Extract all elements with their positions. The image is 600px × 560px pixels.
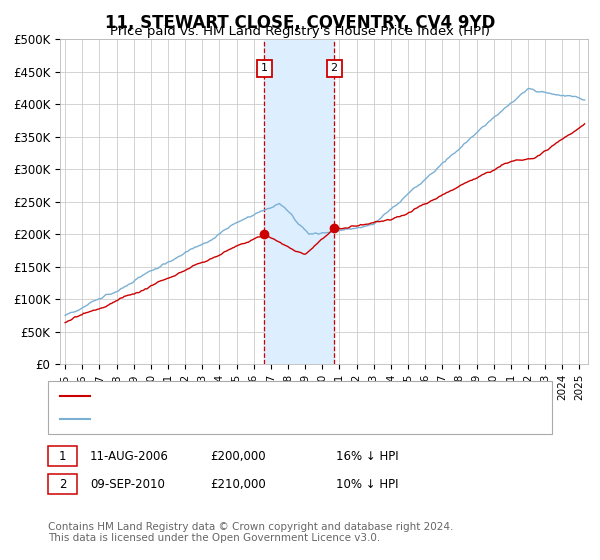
Text: 11, STEWART CLOSE, COVENTRY, CV4 9YD (detached house): 11, STEWART CLOSE, COVENTRY, CV4 9YD (de… (99, 391, 437, 401)
Text: 10% ↓ HPI: 10% ↓ HPI (336, 478, 398, 491)
Text: Contains HM Land Registry data © Crown copyright and database right 2024.
This d: Contains HM Land Registry data © Crown c… (48, 521, 454, 543)
Text: 16% ↓ HPI: 16% ↓ HPI (336, 450, 398, 463)
Text: 11, STEWART CLOSE, COVENTRY, CV4 9YD: 11, STEWART CLOSE, COVENTRY, CV4 9YD (105, 14, 495, 32)
Text: 1: 1 (261, 63, 268, 73)
Text: HPI: Average price, detached house, Coventry: HPI: Average price, detached house, Cove… (99, 414, 356, 424)
Text: 09-SEP-2010: 09-SEP-2010 (90, 478, 165, 491)
Text: 2: 2 (59, 478, 66, 491)
Text: 2: 2 (331, 63, 338, 73)
Text: £210,000: £210,000 (210, 478, 266, 491)
Bar (265, 39, 334, 364)
Text: £200,000: £200,000 (210, 450, 266, 463)
Text: 1: 1 (59, 450, 66, 463)
Text: Price paid vs. HM Land Registry's House Price Index (HPI): Price paid vs. HM Land Registry's House … (110, 25, 490, 38)
Text: 11-AUG-2006: 11-AUG-2006 (90, 450, 169, 463)
